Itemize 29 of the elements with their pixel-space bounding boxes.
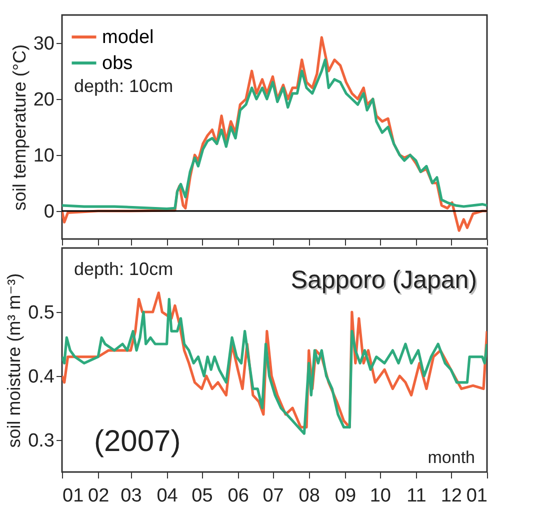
x-tick-label: 03 xyxy=(120,486,142,506)
y-tick-label: 0 xyxy=(44,202,54,222)
x-tick-label: 04 xyxy=(156,486,178,506)
x-tick-label: 02 xyxy=(88,486,110,506)
legend-label: model xyxy=(102,27,154,48)
x-tick-label: 11 xyxy=(406,486,426,506)
x-tick-label: 07 xyxy=(262,486,284,506)
x-tick-label: 10 xyxy=(370,486,391,506)
x-tick-label: 06 xyxy=(228,486,249,506)
x-tick-label: 01 xyxy=(62,486,84,506)
annotation: depth: 10cm xyxy=(74,76,174,96)
y-axis-title: soil moisture (m³ m⁻³) xyxy=(4,273,24,448)
annotation: Sapporo (Japan) xyxy=(292,268,478,296)
y-tick-label: 0.4 xyxy=(28,366,55,388)
y-tick-label: 0.3 xyxy=(28,430,54,452)
y-tick-label: 0.5 xyxy=(28,302,54,324)
x-tick-label: 08 xyxy=(298,486,320,506)
x-tick-label: 05 xyxy=(192,486,213,506)
annotation: depth: 10cm xyxy=(74,259,174,279)
y-tick-label: 10 xyxy=(33,146,54,166)
annotation: (2007) xyxy=(94,425,181,458)
x-tick-label: 12 xyxy=(440,486,462,506)
x-tick-label: 01 xyxy=(466,486,488,506)
y-tick-label: 20 xyxy=(33,90,54,110)
legend-label: obs xyxy=(102,53,133,74)
x-tick-label: 09 xyxy=(334,486,356,506)
annotation: month xyxy=(428,448,475,467)
y-axis-title: soil temperature (°C) xyxy=(9,44,30,211)
y-tick-label: 30 xyxy=(33,34,54,54)
